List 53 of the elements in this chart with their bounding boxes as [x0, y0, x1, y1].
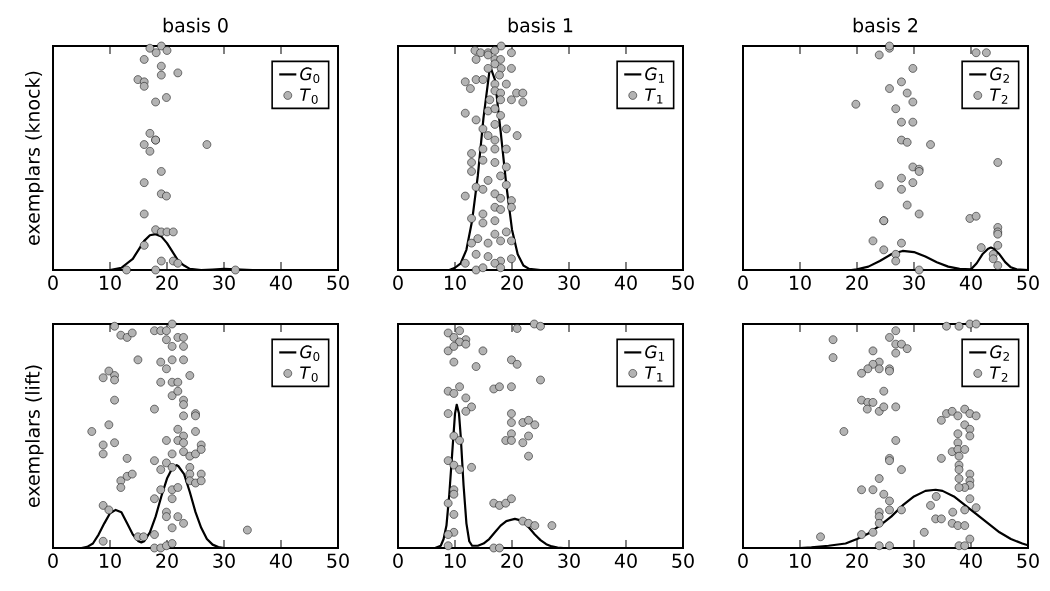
x-tick-label: 20	[501, 275, 523, 290]
x-tick-label: 0	[48, 275, 58, 290]
x-tick-label: 0	[393, 275, 403, 290]
x-tick-label: 20	[156, 553, 178, 568]
legend-label: G$_{0}$	[300, 67, 320, 84]
x-tick-label: 40	[269, 553, 292, 568]
legend-label: T$_{2}$	[990, 366, 1008, 382]
legend-label: T$_{1}$	[645, 366, 663, 382]
legend-label: T$_{1}$	[645, 88, 663, 104]
x-tick-label: 10	[790, 553, 811, 568]
x-tick-label: 30	[558, 275, 580, 290]
x-tick-label: 10	[100, 275, 121, 290]
chart-title: basis 0	[163, 17, 228, 33]
x-tick-label: 30	[213, 553, 235, 568]
chart-title: basis 2	[853, 17, 918, 33]
x-tick-label: 50	[327, 275, 349, 290]
x-tick-label: 30	[903, 275, 925, 290]
x-tick-label: 20	[846, 553, 868, 568]
x-tick-label: 40	[614, 275, 637, 290]
legend-label: T$_{2}$	[990, 88, 1008, 104]
y-axis-title: exemplars (knock)	[25, 71, 44, 245]
legend-label: T$_{0}$	[300, 88, 318, 104]
legend-label: G$_{1}$	[645, 67, 665, 83]
x-tick-label: 40	[959, 275, 982, 290]
chart-title: basis 1	[508, 17, 573, 33]
x-tick-label: 0	[48, 553, 58, 568]
x-tick-label: 10	[790, 275, 811, 290]
legend-label: G$_{1}$	[645, 345, 665, 361]
x-tick-label: 20	[156, 275, 178, 290]
x-tick-label: 0	[393, 553, 403, 568]
x-tick-label: 10	[445, 553, 466, 568]
x-tick-label: 20	[501, 553, 523, 568]
x-tick-label: 50	[1017, 553, 1039, 568]
x-tick-label: 10	[100, 553, 121, 568]
x-tick-label: 30	[903, 553, 925, 568]
x-tick-label: 50	[672, 275, 694, 290]
legend-label: G$_{2}$	[990, 345, 1009, 361]
x-tick-label: 30	[558, 553, 580, 568]
x-tick-label: 10	[445, 275, 466, 290]
x-tick-label: 0	[738, 553, 748, 568]
legend-label: G$_{0}$	[300, 345, 320, 362]
x-tick-label: 50	[672, 553, 694, 568]
legend-label: T$_{0}$	[300, 366, 318, 382]
x-tick-label: 30	[213, 275, 235, 290]
x-tick-label: 20	[846, 275, 868, 290]
x-tick-label: 40	[959, 553, 982, 568]
x-tick-label: 0	[738, 275, 748, 290]
x-tick-label: 50	[1017, 275, 1039, 290]
legend-label: G$_{2}$	[990, 67, 1009, 83]
y-axis-title: exemplars (lift)	[25, 365, 44, 508]
x-tick-label: 50	[327, 553, 349, 568]
x-tick-label: 40	[269, 275, 292, 290]
x-tick-label: 40	[614, 553, 637, 568]
